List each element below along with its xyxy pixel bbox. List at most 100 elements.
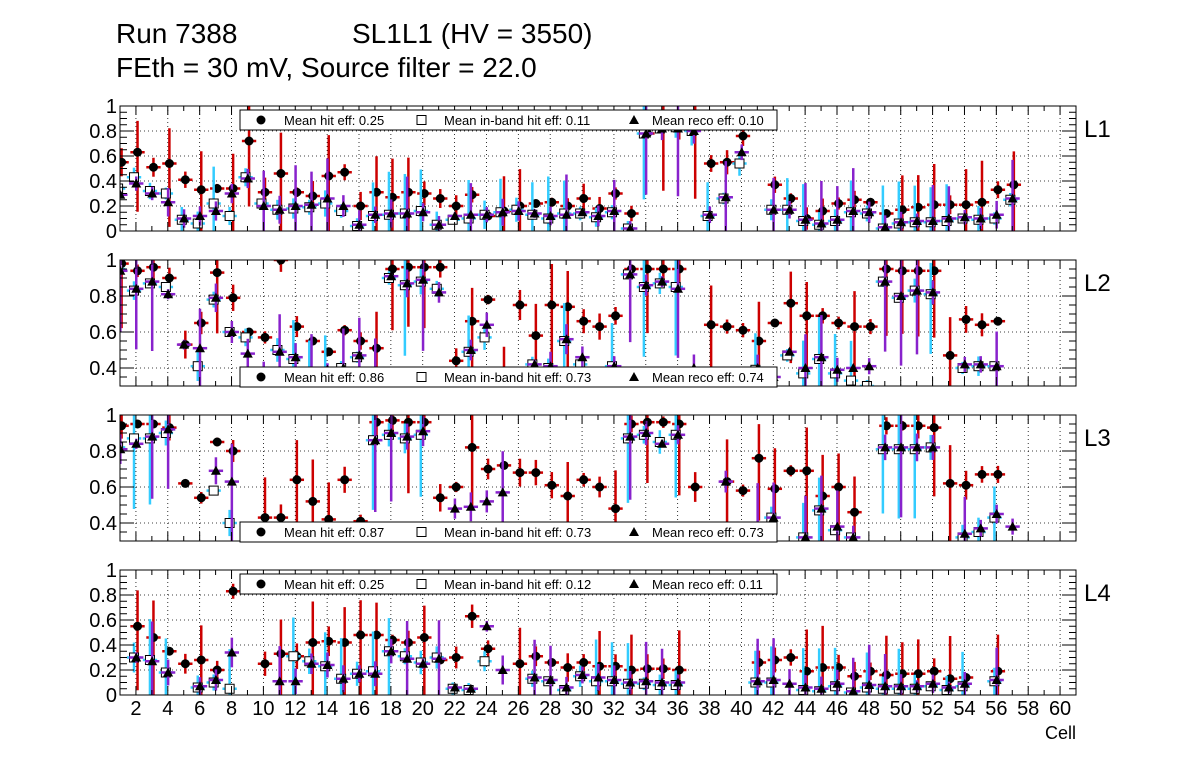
reco-eff-point	[896, 681, 907, 691]
mean-hit-eff-point	[133, 621, 143, 631]
mean-hit-eff-point	[260, 513, 270, 523]
mean-hit-eff-point	[658, 417, 668, 427]
reco-eff-point	[306, 199, 317, 209]
mean-hit-eff-point	[579, 194, 589, 203]
mean-hit-eff-point	[340, 167, 350, 177]
reco-eff-point	[832, 521, 843, 531]
x-tick-label: 12	[284, 698, 306, 720]
reco-eff-point	[768, 675, 779, 684]
mean-hit-eff-point	[451, 653, 461, 662]
reco-eff-point	[226, 327, 237, 336]
y-tick-label: 0.4	[89, 358, 117, 380]
mean-hit-eff-point	[451, 482, 461, 492]
reco-eff-point	[927, 216, 938, 225]
mean-hit-eff-point	[690, 482, 700, 492]
inband-hit-eff-point	[479, 656, 490, 667]
reco-eff-point	[768, 512, 779, 522]
reco-eff-point	[880, 681, 891, 691]
legend-inband-marker	[416, 372, 427, 382]
mean-hit-eff-point	[292, 322, 302, 332]
mean-hit-eff-point	[531, 331, 541, 341]
legend-hit-marker	[256, 527, 266, 537]
mean-hit-eff-point	[770, 318, 780, 328]
mean-hit-eff-point	[547, 480, 557, 490]
mean-hit-eff-point	[977, 197, 987, 207]
mean-hit-eff-point	[595, 482, 605, 492]
x-tick-label: 22	[443, 698, 465, 720]
reco-eff-point	[927, 287, 938, 297]
mean-hit-eff-point	[356, 630, 366, 640]
reco-eff-point	[402, 278, 413, 288]
mean-hit-eff-point	[403, 638, 413, 647]
reco-eff-point	[131, 178, 142, 188]
reco-eff-point	[465, 209, 476, 219]
mean-hit-eff-point	[722, 157, 732, 167]
reco-eff-point	[418, 426, 429, 436]
reco-eff-point	[418, 274, 429, 284]
reco-eff-point	[864, 207, 875, 217]
inband-hit-eff-point	[224, 518, 235, 528]
reco-eff-point	[545, 675, 556, 684]
mean-hit-eff-point	[467, 442, 477, 452]
reco-eff-point	[991, 509, 1002, 518]
reco-eff-point	[864, 361, 875, 371]
y-tick-label: 1	[106, 250, 117, 272]
mean-hit-eff-point	[180, 175, 190, 185]
mean-hit-eff-point	[706, 159, 716, 168]
mean-hit-eff-point	[531, 651, 541, 661]
reco-eff-point	[120, 265, 126, 275]
mean-hit-eff-point	[212, 184, 222, 193]
mean-hit-eff-point	[403, 262, 413, 272]
reco-eff-point	[816, 218, 827, 228]
reco-eff-point	[641, 128, 652, 138]
reco-eff-point	[657, 438, 668, 448]
mean-hit-eff-point	[563, 663, 573, 672]
legend-mean-inband: Mean in-band hit eff: 0.12	[444, 577, 591, 592]
reco-eff-point	[465, 501, 476, 511]
reco-eff-point	[625, 677, 636, 687]
mean-hit-eff-point	[770, 180, 780, 190]
mean-hit-eff-point	[515, 659, 525, 669]
mean-hit-eff-point	[993, 469, 1003, 479]
reco-eff-point	[497, 487, 508, 497]
reco-eff-point	[210, 675, 221, 684]
reco-eff-point	[465, 345, 476, 354]
reco-eff-point	[784, 678, 795, 688]
mean-hit-eff-point	[993, 185, 1003, 195]
reco-eff-point	[179, 339, 190, 349]
mean-hit-eff-point	[722, 322, 732, 332]
reco-eff-point	[609, 675, 620, 684]
reco-eff-point	[577, 352, 588, 362]
inband-hit-eff-point	[120, 183, 124, 194]
reco-eff-point	[338, 673, 349, 683]
mean-hit-eff-point	[881, 264, 891, 274]
mean-hit-eff-point	[547, 658, 557, 667]
mean-hit-eff-point	[579, 658, 589, 667]
settings-title: FEth = 30 mV, Source filter = 22.0	[116, 52, 537, 83]
mean-hit-eff-point	[324, 636, 334, 646]
reco-eff-point	[497, 207, 508, 217]
legend-l4: Mean hit eff: 0.25 Mean in-band hit eff: …	[239, 573, 778, 595]
reco-eff-point	[179, 213, 190, 223]
panel-l4: 0 0.2 0.4 0.6 0.8 1 L4 Mean hit eff: 0.25 Mean i…	[89, 560, 1111, 707]
legend-mean-inband: Mean in-band hit eff: 0.11	[444, 113, 590, 128]
reco-eff-point	[641, 280, 652, 290]
reco-eff-point	[577, 670, 588, 679]
mean-hit-eff-point	[754, 453, 764, 463]
reco-eff-point	[625, 431, 636, 441]
reco-eff-point	[147, 276, 158, 286]
reco-eff-point	[561, 209, 572, 219]
reco-eff-point	[896, 442, 907, 452]
reco-eff-point	[816, 352, 827, 362]
chamber-title: SL1L1 (HV = 3550)	[352, 18, 593, 49]
y-tick-label: 1	[106, 560, 117, 582]
y-tick-label: 0.8	[89, 441, 117, 463]
y-tick-label: 0.6	[89, 477, 117, 499]
y-tick-label: 0.8	[89, 286, 117, 308]
reco-eff-point	[226, 476, 237, 486]
x-tick-label: 52	[921, 698, 943, 720]
mean-hit-eff-point	[515, 300, 525, 310]
reco-eff-point	[991, 675, 1002, 684]
run-title: Run 7388	[116, 18, 238, 49]
legend-reco-marker	[629, 579, 639, 588]
